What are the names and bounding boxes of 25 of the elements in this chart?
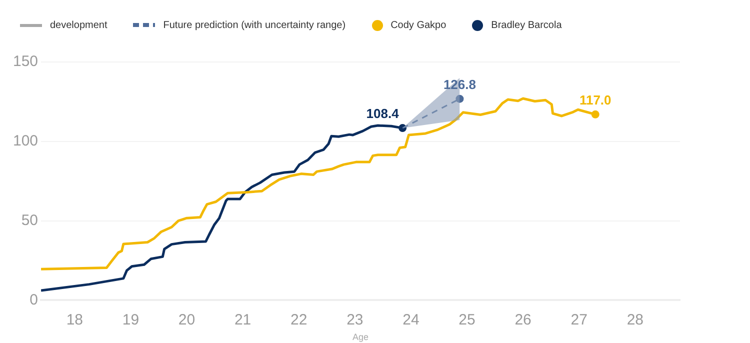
legend-label: Future prediction (with uncertainty range) (163, 20, 346, 30)
data-label: 126.8 (443, 76, 476, 92)
x-tick-label: 24 (402, 311, 420, 328)
x-tick-label: 21 (234, 311, 252, 328)
y-tick-label: 0 (30, 291, 38, 308)
y-tick-label: 100 (12, 132, 38, 150)
point (456, 94, 464, 103)
x-tick-label: 18 (66, 311, 83, 328)
x-tick-label: 19 (122, 311, 140, 328)
y-tick-label: 50 (21, 212, 38, 229)
x-tick-label: 23 (346, 311, 364, 328)
x-tick-label: 26 (514, 311, 532, 328)
x-tick-label: 28 (626, 311, 644, 328)
legend-label: Bradley Barcola (491, 20, 562, 30)
data-label: 117.0 (579, 92, 612, 108)
x-tick-label: 27 (570, 311, 588, 328)
y-tick-label: 150 (12, 53, 38, 70)
data-label: 108.4 (366, 106, 400, 122)
legend-label: Cody Gakpo (390, 20, 446, 30)
point (591, 110, 600, 118)
text: development (50, 20, 108, 30)
x-tick-label: 22 (290, 311, 308, 328)
x-tick-label: 20 (178, 311, 196, 328)
x-axis-title: Age (352, 332, 369, 342)
x-tick-label: 25 (458, 311, 476, 328)
